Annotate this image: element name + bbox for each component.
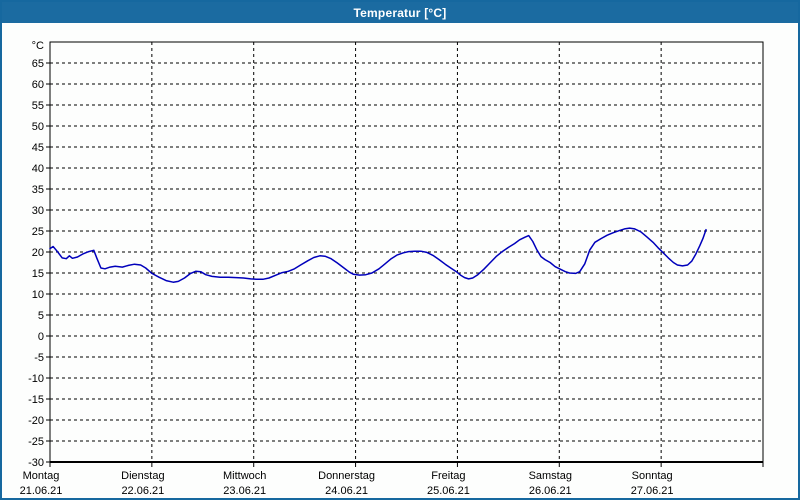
x-date-label: 25.06.21	[427, 485, 470, 497]
y-tick-label: 0	[38, 331, 44, 343]
y-tick-label: 35	[32, 184, 44, 196]
chart-area: 65 60 55 50 45 40 35 30 25 20 15 10 5 0 -5 -10 -15 -20 -25…	[2, 23, 798, 498]
y-tick-label: 45	[32, 142, 44, 154]
x-date-label: 24.06.21	[325, 485, 368, 497]
x-date-label: 23.06.21	[223, 485, 266, 497]
y-tick-label: 30	[32, 205, 44, 217]
window-title: Temperatur [°C]	[353, 5, 447, 20]
y-tick-label: 50	[32, 121, 44, 133]
x-date-label: 21.06.21	[20, 485, 63, 497]
y-tick-label: 20	[32, 247, 44, 259]
x-day-label: Donnerstag	[318, 470, 375, 482]
x-day-label: Mittwoch	[223, 470, 266, 482]
y-tick-label: 10	[32, 289, 44, 301]
y-tick-label: 15	[32, 268, 44, 280]
x-day-label: Freitag	[431, 470, 465, 482]
x-day-label: Sonntag	[632, 470, 673, 482]
y-tick-label: 60	[32, 79, 44, 91]
y-tick-label: -10	[28, 373, 44, 385]
y-tick-label: 25	[32, 226, 44, 238]
titlebar: Temperatur [°C]	[2, 2, 798, 23]
x-day-label: Montag	[23, 470, 60, 482]
y-tick-label: 65	[32, 58, 44, 70]
y-tick-label: 40	[32, 163, 44, 175]
x-date-label: 26.06.21	[529, 485, 572, 497]
y-tick-label: -15	[28, 394, 44, 406]
y-tick-label: -30	[28, 457, 44, 469]
y-axis-unit-label: °C	[32, 40, 44, 52]
y-tick-label: -5	[34, 352, 44, 364]
x-date-label: 27.06.21	[631, 485, 674, 497]
y-tick-label: 55	[32, 100, 44, 112]
y-tick-label: -20	[28, 415, 44, 427]
x-day-label: Samstag	[529, 470, 572, 482]
y-tick-label: -25	[28, 436, 44, 448]
temperature-chart: 65605550454035302520151050-5-10-15-20-25…	[20, 40, 764, 497]
y-tick-label: 5	[38, 310, 44, 322]
x-day-label: Dienstag	[121, 470, 164, 482]
x-date-label: 22.06.21	[121, 485, 164, 497]
temperature-line	[49, 227, 707, 283]
